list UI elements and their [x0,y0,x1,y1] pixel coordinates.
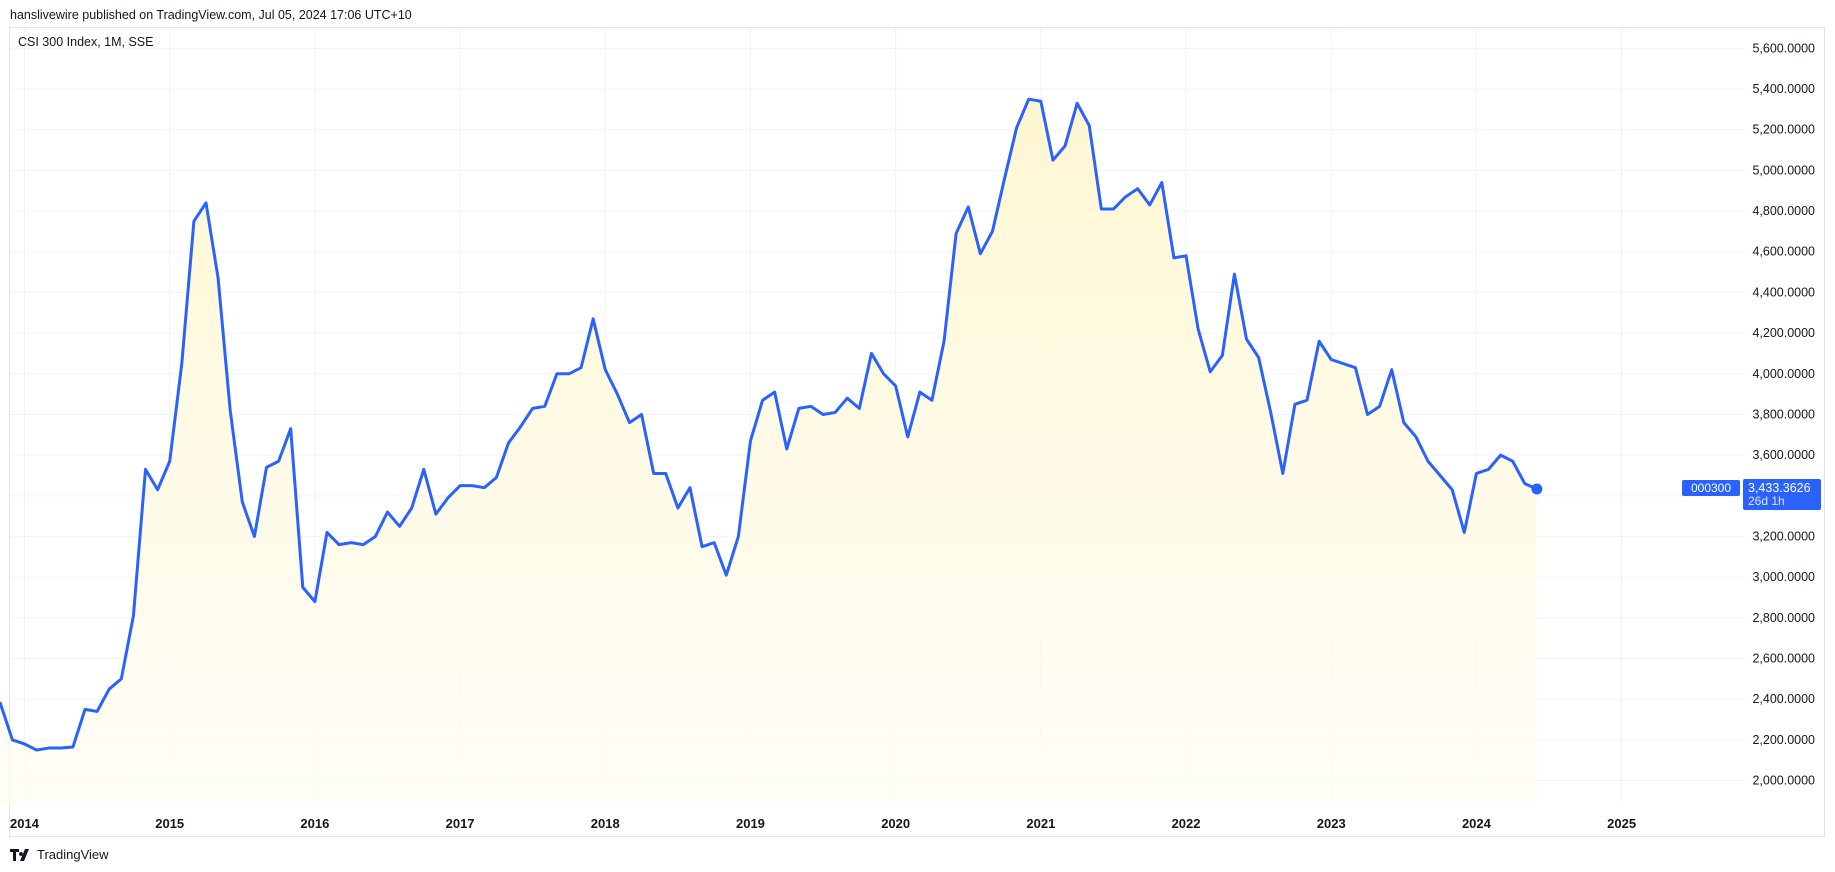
y-tick-label: 2,600.0000 [1752,652,1815,666]
y-tick-label: 3,200.0000 [1752,530,1815,544]
y-tick-label: 4,600.0000 [1752,245,1815,259]
tradingview-footer[interactable]: TradingView [10,847,109,862]
x-tick-label: 2018 [591,816,620,831]
footer-brand: TradingView [37,847,109,862]
price-badge-value: 3,433.3626 [1748,481,1811,495]
symbol-title: CSI 300 Index, 1M, SSE [18,35,154,49]
x-tick-label: 2016 [300,816,329,831]
y-tick-label: 5,600.0000 [1752,41,1815,55]
y-tick-label: 4,800.0000 [1752,204,1815,218]
y-tick-label: 5,400.0000 [1752,82,1815,96]
last-point-marker [1531,483,1543,495]
x-tick-label: 2017 [446,816,475,831]
series-area [0,99,1537,805]
x-tick-label: 2023 [1317,816,1346,831]
ticker-badge-text: 000300 [1691,481,1731,495]
published-line: hanslivewire published on TradingView.co… [10,8,412,22]
x-tick-label: 2015 [155,816,184,831]
last-value-badge: 000300 3,433.3626 26d 1h [1682,479,1821,510]
y-tick-label: 5,200.0000 [1752,123,1815,137]
ticker-badge-bg [1682,480,1740,496]
y-tick-label: 4,200.0000 [1752,326,1815,340]
area-layer [0,99,1537,805]
x-axis[interactable]: 2014 2015 2016 2017 2018 2019 2020 2021 2022 2023… [10,816,1636,831]
x-tick-label: 2025 [1607,816,1636,831]
y-tick-label: 2,000.0000 [1752,774,1815,788]
y-tick-label: 2,400.0000 [1752,692,1815,706]
line-layer [0,97,1543,752]
y-tick-label: 2,800.0000 [1752,611,1815,625]
series-line[interactable] [0,97,1539,752]
price-badge-countdown: 26d 1h [1748,494,1785,508]
x-tick-label: 2022 [1172,816,1201,831]
y-tick-label: 4,000.0000 [1752,367,1815,381]
y-tick-label: 2,200.0000 [1752,733,1815,747]
x-tick-label: 2020 [881,816,910,831]
price-badge-bg [1743,479,1821,510]
y-tick-label: 3,600.0000 [1752,448,1815,462]
y-tick-label: 5,000.0000 [1752,163,1815,177]
x-tick-label: 2021 [1026,816,1055,831]
y-tick-label: 4,400.0000 [1752,285,1815,299]
x-tick-label: 2019 [736,816,765,831]
tradingview-logo-icon [10,848,32,861]
y-axis[interactable]: 2,000.0000 2,200.0000 2,400.0000 2,600.0000… [1752,41,1815,787]
y-tick-label: 3,000.0000 [1752,570,1815,584]
x-tick-label: 2024 [1462,816,1492,831]
x-tick-label: 2014 [10,816,40,831]
y-tick-label: 3,800.0000 [1752,407,1815,421]
